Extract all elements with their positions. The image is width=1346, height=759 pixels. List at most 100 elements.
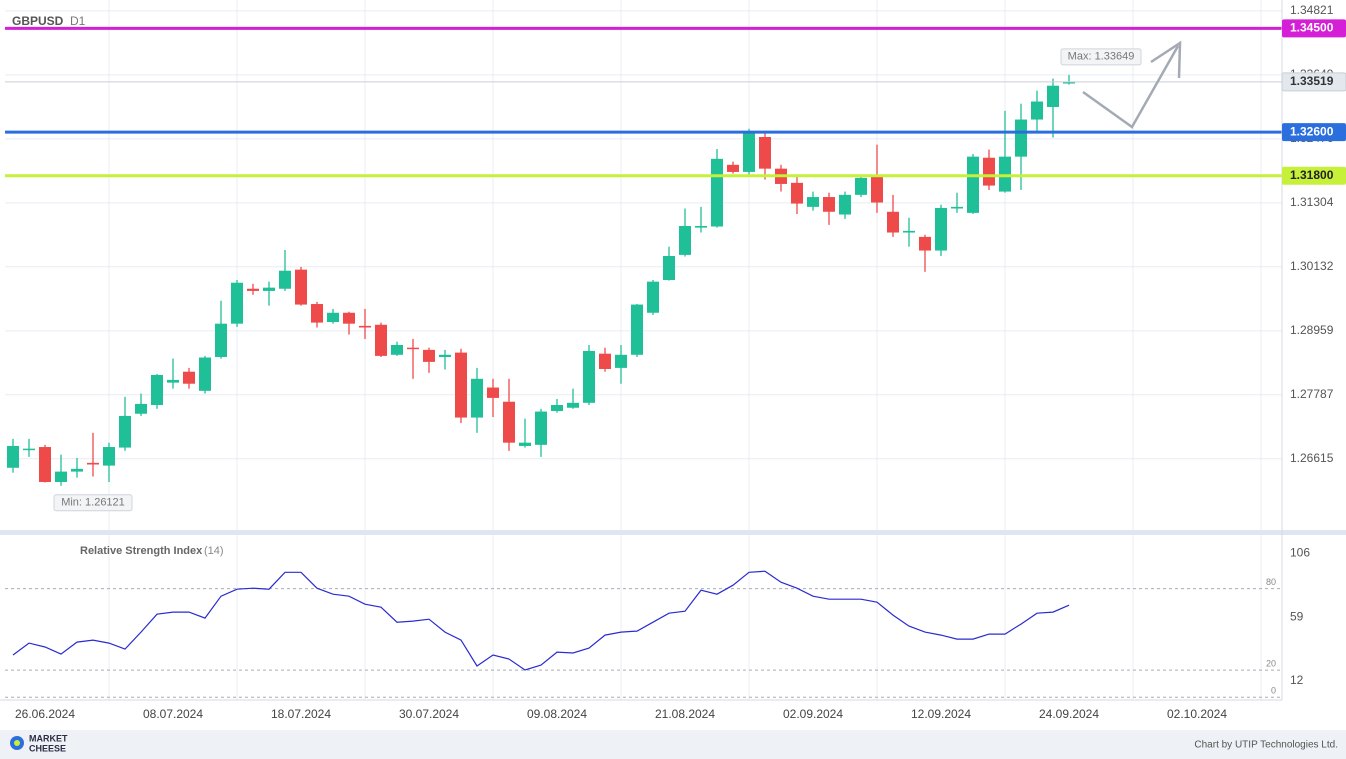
candle-body [23, 448, 35, 451]
credit: Chart by UTIP Technologies Ltd. [1194, 740, 1338, 751]
candle-body [535, 411, 547, 445]
candle-body [151, 374, 163, 406]
candle-body [807, 197, 819, 207]
candle-body [663, 255, 675, 281]
rsi-line [12, 570, 1070, 671]
candle-body [487, 387, 499, 398]
candle-body [967, 156, 979, 213]
y-tick-label: 12 [1290, 673, 1304, 687]
footer-bar [0, 730, 1346, 759]
candle-body [999, 156, 1011, 192]
y-tick-label: 1.34821 [1290, 3, 1334, 17]
level-label: 20 [1266, 658, 1276, 668]
max-badge [1060, 48, 1142, 66]
candle-body [455, 352, 467, 418]
min-label: Min: 1.26121 [61, 497, 125, 509]
candle-body [679, 225, 691, 255]
candle-body [407, 347, 419, 350]
candle-body [503, 401, 515, 443]
x-tick-label: 24.09.2024 [1039, 707, 1099, 721]
level-label: 1.32600 [1290, 124, 1334, 138]
x-tick-label: 18.07.2024 [271, 707, 331, 721]
level-label: 1.34500 [1290, 21, 1334, 35]
candle-body [39, 447, 51, 482]
candle-body [519, 442, 531, 446]
brand-name: CHEESE [29, 743, 66, 753]
candle-body [439, 354, 451, 357]
candle-body [391, 344, 403, 355]
projection-arrow [1082, 40, 1182, 129]
panel-separator [0, 530, 1346, 535]
y-tick-label: 106 [1290, 545, 1310, 559]
x-tick-label: 12.09.2024 [911, 707, 971, 721]
candle-body [7, 445, 19, 468]
last-price-badge [1281, 72, 1346, 92]
candle-body [951, 206, 963, 209]
x-tick-label: 08.07.2024 [143, 707, 203, 721]
candle-body [167, 379, 179, 383]
x-tick-label: 26.06.2024 [15, 707, 75, 721]
candle-body [983, 157, 995, 186]
x-tick-label: 02.09.2024 [783, 707, 843, 721]
candle-body [871, 176, 883, 203]
candle-body [87, 462, 99, 465]
rsi-title: Relative Strength Index [80, 545, 203, 557]
candle-body [263, 287, 275, 291]
candle-body [791, 182, 803, 204]
candle-body [295, 269, 307, 305]
candle-body [135, 403, 147, 414]
candle-body [1047, 85, 1059, 107]
marks-layer [5, 26, 1282, 671]
candle-body [887, 211, 899, 233]
candle-body [855, 177, 867, 195]
y-tick-label: 1.31304 [1290, 195, 1334, 209]
level-label: 0 [1271, 686, 1276, 696]
candle-body [551, 405, 563, 412]
min-badge [53, 494, 133, 512]
candle-body [247, 288, 259, 291]
candle-body [823, 197, 835, 212]
level-label: 80 [1266, 577, 1276, 587]
candle-body [743, 131, 755, 172]
candle-body [1031, 101, 1043, 120]
candle-body [359, 325, 371, 328]
arrow-head [1150, 40, 1182, 79]
level-badge [1282, 166, 1346, 185]
candle-body [935, 207, 947, 251]
rsi-period: (14) [204, 545, 224, 557]
y-tick-label: 1.28959 [1290, 323, 1334, 337]
candle-body [631, 304, 643, 355]
candle-body [839, 194, 851, 215]
brand-icon-dot [14, 740, 20, 746]
y-tick-label: 1.27787 [1290, 387, 1334, 401]
candle-body [71, 468, 83, 472]
candle-body [759, 137, 771, 169]
last-price-label: 1.33519 [1290, 74, 1334, 88]
candle-body [903, 230, 915, 233]
candle-body [695, 225, 707, 228]
candle-body [471, 378, 483, 418]
brand-name: MARKET [29, 733, 68, 743]
candle-body [375, 324, 387, 356]
max-label: Max: 1.33649 [1068, 51, 1135, 63]
level-badge [1282, 123, 1346, 142]
level-badge [1282, 19, 1346, 38]
candle-body [311, 304, 323, 323]
overlay-layer: 26.06.2024 08.07.2024 18.07.2024 30.07.2024… [15, 3, 1346, 721]
candle-body [919, 236, 931, 251]
candle-body [119, 415, 131, 448]
x-tick-label: 21.08.2024 [655, 707, 715, 721]
y-tick-label: 1.30132 [1290, 259, 1334, 273]
y-tick-label: 59 [1290, 609, 1304, 623]
candle-body [199, 357, 211, 391]
x-tick-label: 02.10.2024 [1167, 707, 1227, 721]
candle-body [343, 312, 355, 324]
candle-body [55, 471, 67, 482]
candle-body [279, 270, 291, 289]
level-label: 1.31800 [1290, 168, 1334, 182]
candle-body [215, 323, 227, 357]
candle-body [103, 447, 115, 466]
timeframe: D1 [70, 14, 86, 28]
